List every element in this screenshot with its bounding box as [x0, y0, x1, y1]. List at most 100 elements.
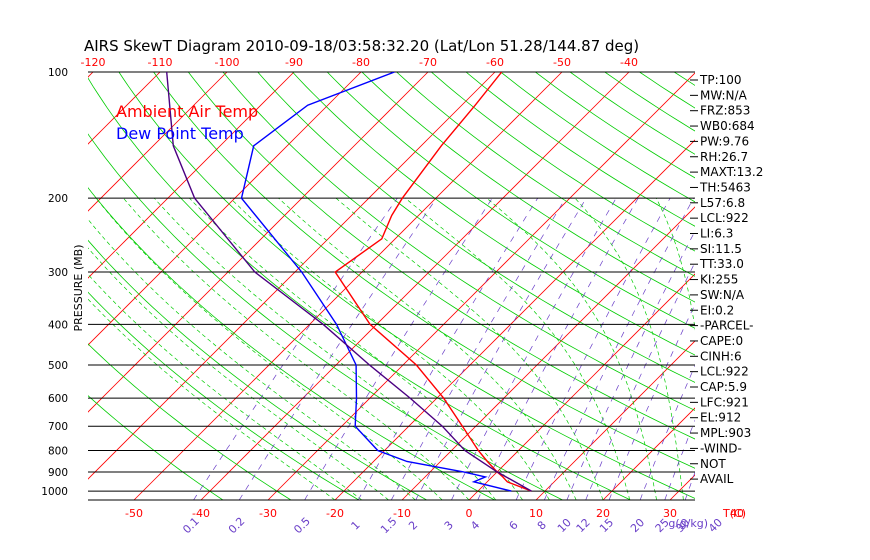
bottom-temp-tick-label: -50 — [125, 507, 143, 520]
index-entry: RH:26.7 — [700, 150, 748, 164]
mixing-ratio-line — [664, 419, 695, 500]
pressure-tick-label: 400 — [48, 319, 68, 331]
mixing-ratio-tick-label: 6 — [507, 518, 521, 532]
mixing-ratio-line — [477, 198, 639, 500]
index-entry: NOT — [700, 457, 726, 471]
moist-adiabat-line — [189, 197, 523, 500]
mixing-ratio-line — [304, 198, 493, 500]
dry-adiabat-line — [326, 72, 695, 329]
dry-adiabat-line — [500, 72, 695, 203]
mixing-ratio-line — [193, 197, 398, 500]
index-entry: CAPE:0 — [700, 334, 743, 348]
moist-adiabat-line — [95, 197, 443, 500]
pressure-tick-label: 700 — [48, 421, 68, 433]
mixing-ratio-tick-label: 1 — [349, 518, 363, 532]
dew-point-temp-line — [240, 72, 512, 492]
mixing-ratio-line — [543, 198, 694, 500]
moist-adiabat-line — [88, 273, 363, 500]
index-entry: LCL:922 — [700, 211, 749, 225]
pressure-tick-label: 800 — [48, 446, 68, 458]
dry-adiabat-line — [88, 395, 224, 500]
index-entry: LFC:921 — [700, 395, 749, 409]
dry-adiabat-line — [88, 133, 563, 500]
pressure-tick-label: 100 — [48, 67, 68, 79]
isotherm-line — [88, 72, 295, 279]
dry-adiabat-line — [465, 72, 695, 227]
isotherm-line — [88, 72, 429, 413]
mixing-ratio-unit-label: g(g/kg) — [668, 517, 708, 530]
mixing-ratio-tick-label: 0.5 — [291, 515, 313, 537]
moist-adiabat-line — [486, 197, 657, 500]
index-entry: -WIND- — [700, 441, 742, 455]
bottom-temp-tick-label: -10 — [393, 507, 411, 520]
top-temp-tick-label: -40 — [620, 56, 638, 69]
bottom-temp-tick-label: -30 — [259, 507, 277, 520]
mixing-ratio-line — [639, 364, 695, 500]
moist-adiabat-line — [154, 197, 497, 500]
dry-adiabat-line — [292, 72, 695, 356]
moist-adiabat-line — [88, 218, 416, 500]
dry-adiabat-line — [187, 72, 695, 440]
index-entry: TH:5463 — [699, 180, 751, 194]
pressure-tick-label: 500 — [48, 360, 68, 372]
pressure-tick-label: 300 — [48, 267, 68, 279]
moist-adiabat-line — [335, 197, 604, 500]
pressure-tick-label: 200 — [48, 193, 68, 205]
top-temp-tick-label: -70 — [419, 56, 437, 69]
mixing-ratio-line — [415, 198, 587, 500]
index-entry: LCL:922 — [700, 365, 749, 379]
bottom-temp-tick-label: 0 — [466, 507, 473, 520]
dry-adiabat-line — [153, 72, 695, 469]
index-entry: TT:33.0 — [699, 257, 744, 271]
mixing-ratio-tick-label: 4 — [468, 518, 482, 532]
index-entry: MW:N/A — [700, 88, 748, 102]
mixing-ratio-line — [238, 198, 437, 500]
index-entry: LI:6.3 — [700, 227, 733, 241]
moist-adiabat-line — [88, 247, 389, 500]
moist-adiabat-line — [655, 198, 695, 331]
top-temp-tick-label: -50 — [553, 56, 571, 69]
pressure-tick-label: 1000 — [41, 486, 68, 498]
index-entry: -PARCEL- — [700, 319, 754, 333]
mixing-ratio-line — [451, 198, 617, 500]
trace-layer — [166, 72, 532, 492]
top-temp-tick-label: -110 — [148, 56, 173, 69]
grid-layer — [0, 72, 695, 500]
index-entry: EI:0.2 — [700, 303, 734, 317]
dry-adiabat-line — [257, 72, 695, 383]
isotherm-line — [88, 72, 362, 346]
dry-adiabat-line — [88, 239, 427, 500]
index-entry: MAXT:13.2 — [700, 165, 763, 179]
isotherm-line — [88, 72, 228, 212]
x-axis-unit-label: T(C) — [722, 507, 746, 520]
index-entry: CINH:6 — [700, 349, 742, 363]
bottom-temp-tick-label: 40 — [730, 507, 744, 520]
mixing-ratio-line — [566, 230, 695, 500]
bottom-temp-tick-label: 30 — [663, 507, 677, 520]
mixing-ratio-tick-label: 12 — [574, 516, 593, 535]
dry-adiabat-line — [88, 343, 292, 500]
moist-adiabat-line — [123, 197, 470, 500]
dry-adiabat-line — [639, 72, 695, 109]
bottom-temp-tick-label: -40 — [192, 507, 210, 520]
parcel-line — [166, 72, 532, 492]
index-entry: CAP:5.9 — [700, 380, 747, 394]
isotherm-line — [267, 72, 695, 500]
pressure-tick-label: 900 — [48, 467, 68, 479]
bottom-temp-tick-label: 20 — [596, 507, 610, 520]
dry-adiabat-line — [222, 72, 695, 411]
isotherm-line — [535, 340, 695, 500]
dry-adiabat-line — [535, 72, 695, 179]
top-temp-tick-label: -80 — [352, 56, 370, 69]
dry-adiabat-line — [88, 187, 495, 500]
mixing-ratio-tick-label: 2 — [406, 518, 420, 532]
index-entry: PW:9.76 — [700, 134, 749, 148]
isotherm-line — [200, 72, 630, 500]
moist-adiabat-line — [405, 197, 631, 500]
mixing-ratio-line — [357, 198, 538, 500]
top-temp-tick-label: -120 — [81, 56, 106, 69]
isotherm-line — [602, 407, 695, 500]
legend-dew-point-temp: Dew Point Temp — [116, 124, 244, 143]
isotherm-line — [0, 72, 26, 500]
isotherm-line — [133, 72, 563, 500]
